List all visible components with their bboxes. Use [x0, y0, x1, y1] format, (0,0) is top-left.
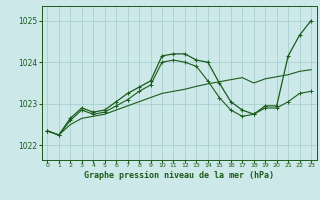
X-axis label: Graphe pression niveau de la mer (hPa): Graphe pression niveau de la mer (hPa) — [84, 171, 274, 180]
